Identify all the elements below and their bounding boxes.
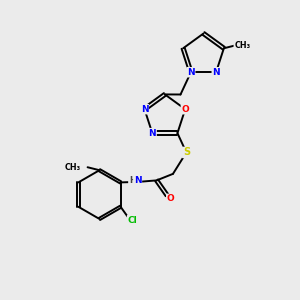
Text: CH₃: CH₃	[65, 163, 81, 172]
Text: N: N	[134, 176, 141, 185]
Text: H: H	[129, 176, 136, 185]
Text: O: O	[167, 194, 175, 203]
Text: N: N	[187, 68, 195, 77]
Text: N: N	[212, 68, 220, 77]
Text: N: N	[141, 105, 148, 114]
Text: Cl: Cl	[128, 216, 137, 225]
Text: N: N	[148, 129, 156, 138]
Text: S: S	[183, 148, 190, 158]
Text: O: O	[181, 105, 189, 114]
Text: CH₃: CH₃	[234, 41, 250, 50]
